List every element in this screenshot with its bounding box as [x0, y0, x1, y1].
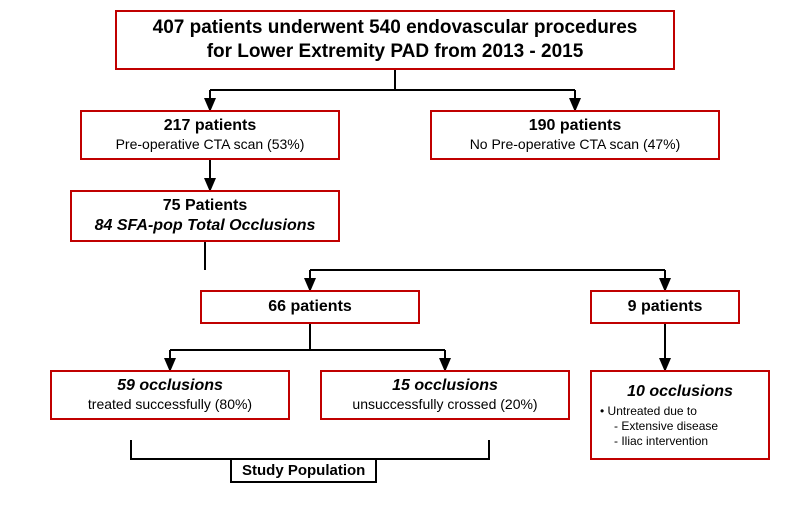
- o10-bullets-head: • Untreated due to: [600, 404, 760, 419]
- sfa-line2: 84 SFA-pop Total Occlusions: [80, 216, 330, 236]
- o10-reasons: • Untreated due to Extensive disease Ili…: [600, 404, 760, 449]
- study-population-bracket: [130, 440, 490, 460]
- o15-box: 15 occlusions unsuccessfully crossed (20…: [320, 370, 570, 420]
- preop-line1: 217 patients: [90, 116, 330, 136]
- p9-box: 9 patients: [590, 290, 740, 324]
- nopreop-line2: No Pre-operative CTA scan (47%): [440, 136, 710, 154]
- o10-bullet2: Iliac intervention: [614, 434, 760, 449]
- o10-box: 10 occlusions • Untreated due to Extensi…: [590, 370, 770, 460]
- o59-line1: 59 occlusions: [60, 376, 280, 396]
- root-line1: 407 patients underwent 540 endovascular …: [125, 16, 665, 40]
- preop-box: 217 patients Pre-operative CTA scan (53%…: [80, 110, 340, 160]
- sfa-line1: 75 Patients: [80, 196, 330, 216]
- nopreop-box: 190 patients No Pre-operative CTA scan (…: [430, 110, 720, 160]
- o10-bullet1: Extensive disease: [614, 419, 760, 434]
- sfa-box: 75 Patients 84 SFA-pop Total Occlusions: [70, 190, 340, 242]
- root-box: 407 patients underwent 540 endovascular …: [115, 10, 675, 70]
- p66-box: 66 patients: [200, 290, 420, 324]
- preop-line2: Pre-operative CTA scan (53%): [90, 136, 330, 154]
- study-population-label: Study Population: [230, 458, 377, 483]
- p9-line1: 9 patients: [600, 297, 730, 317]
- o59-box: 59 occlusions treated successfully (80%): [50, 370, 290, 420]
- p66-line1: 66 patients: [210, 297, 410, 317]
- o10-line1: 10 occlusions: [600, 382, 760, 402]
- o59-line2: treated successfully (80%): [60, 396, 280, 414]
- o15-line1: 15 occlusions: [330, 376, 560, 396]
- root-line2: for Lower Extremity PAD from 2013 - 2015: [125, 40, 665, 64]
- nopreop-line1: 190 patients: [440, 116, 710, 136]
- o15-line2: unsuccessfully crossed (20%): [330, 396, 560, 414]
